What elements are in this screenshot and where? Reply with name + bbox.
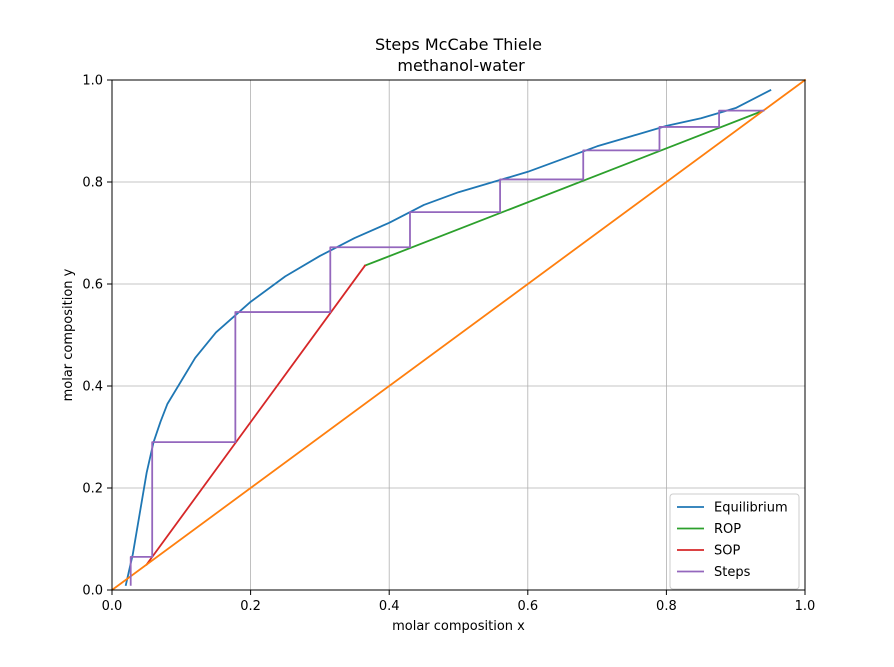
sop-line <box>145 264 367 566</box>
diagonal-line <box>110 78 807 592</box>
x-tick-label: 0.2 <box>240 599 261 614</box>
legend-label-rop: ROP <box>714 522 741 537</box>
x-axis-ticks: 0.0 0.2 0.4 0.6 0.8 1.0 <box>102 590 816 614</box>
chart-subtitle: methanol-water <box>392 56 525 75</box>
y-tick-label: 1.0 <box>82 74 103 89</box>
y-tick-label: 0.2 <box>82 482 103 497</box>
legend-label-steps: Steps <box>714 565 751 580</box>
y-tick-label: 0.8 <box>82 176 103 191</box>
y-axis-ticks: 0.0 0.2 0.4 0.6 0.8 1.0 <box>82 74 112 599</box>
plot-frame <box>111 79 806 591</box>
legend-label-sop: SOP <box>714 544 740 559</box>
x-axis-label: molar composition x <box>392 619 525 634</box>
y-tick-label: 0.6 <box>82 278 103 293</box>
legend-box <box>669 493 800 590</box>
series-layer <box>110 78 807 592</box>
y-axis-label: molar composition y <box>61 268 76 401</box>
y-tick-label: 0.0 <box>82 584 103 599</box>
x-tick-label: 0.6 <box>517 599 538 614</box>
x-tick-label: 0.0 <box>102 599 123 614</box>
rop-line <box>363 109 765 267</box>
y-tick-label: 0.4 <box>82 380 103 395</box>
chart-title: Steps McCabe Thiele <box>375 35 542 54</box>
legend: Equilibrium ROP SOP Steps <box>669 493 800 590</box>
steps-line <box>129 109 765 586</box>
x-tick-label: 0.8 <box>656 599 677 614</box>
legend-label-equilibrium: Equilibrium <box>714 501 788 516</box>
x-tick-label: 0.4 <box>379 599 400 614</box>
x-tick-label: 1.0 <box>795 599 816 614</box>
